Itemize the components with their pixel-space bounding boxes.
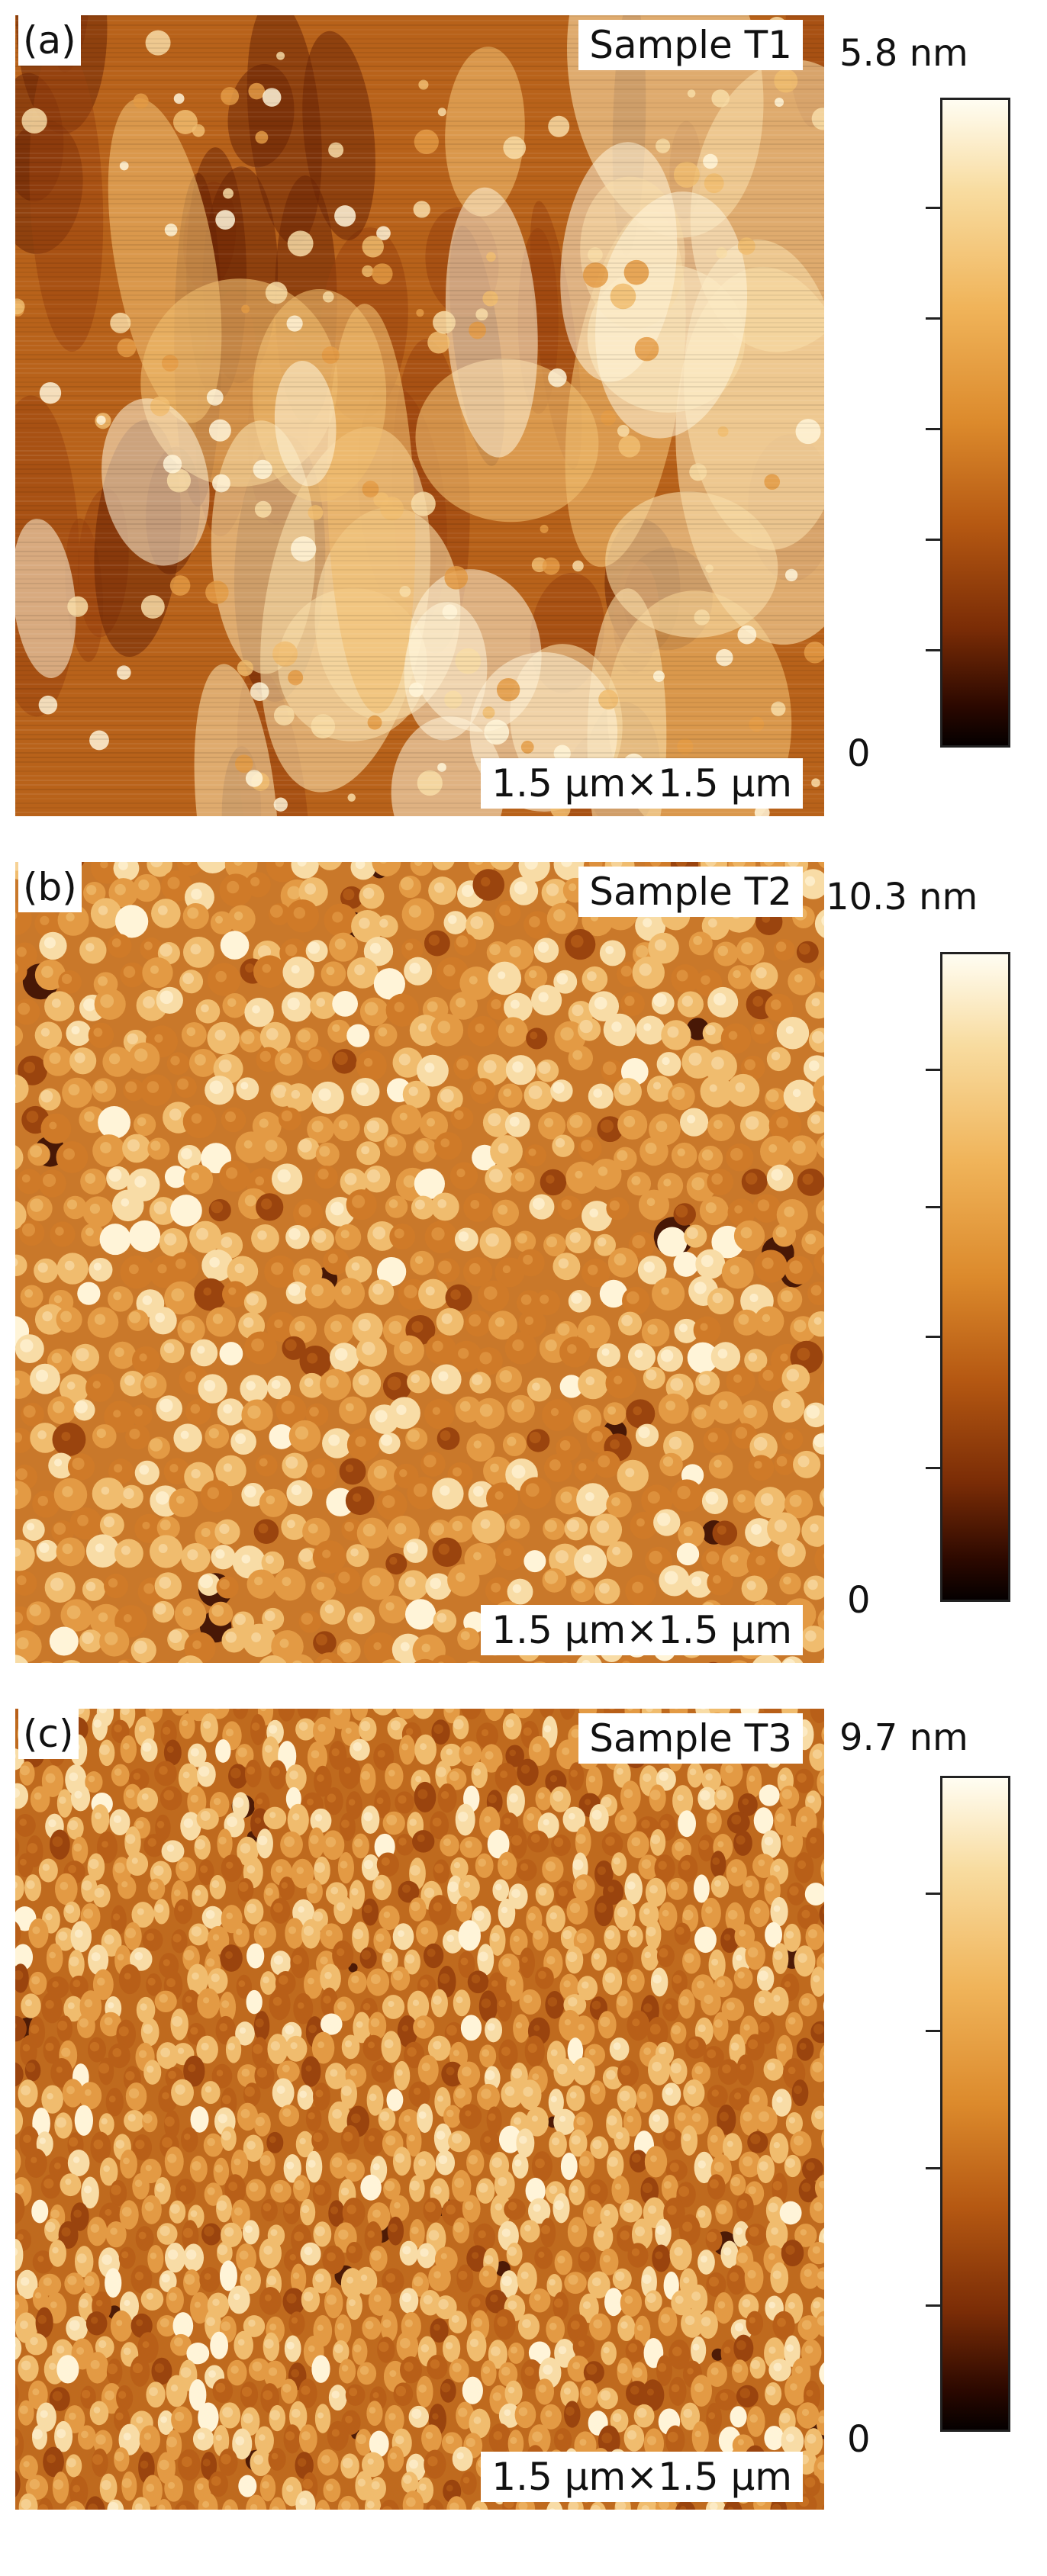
colorbar-a [926,98,1010,748]
afm-topography-a [15,15,824,816]
afm-topography-b [15,862,824,1663]
sample-label: Sample T3 [578,1713,803,1764]
scan-size-label: 1.5 μm×1.5 μm [481,758,803,809]
panel-letter: (b) [18,862,82,912]
scan-size-label: 1.5 μm×1.5 μm [481,1605,803,1655]
sample-label: Sample T1 [578,20,803,70]
sample-label: Sample T2 [578,867,803,917]
colorbar-c [926,1776,1010,2432]
colorbar-max-a: 5.8 nm [839,32,968,75]
panel-letter: (c) [18,1709,79,1759]
afm-topography-c [15,1709,824,2510]
colorbar-b [926,952,1010,1602]
colorbar-max-b: 10.3 nm [826,876,978,918]
afm-image-b: (b) Sample T2 1.5 μm×1.5 μm [15,862,824,1663]
colorbar-max-c: 9.7 nm [839,1716,968,1759]
afm-image-c: (c) Sample T3 1.5 μm×1.5 μm [15,1709,824,2510]
afm-image-a: (a) Sample T1 1.5 μm×1.5 μm [15,15,824,816]
scan-size-label: 1.5 μm×1.5 μm [481,2452,803,2502]
colorbar-min-c: 0 [847,2418,871,2461]
colorbar-min-a: 0 [847,732,871,775]
colorbar-min-b: 0 [847,1579,871,1622]
panel-letter: (a) [18,15,81,66]
